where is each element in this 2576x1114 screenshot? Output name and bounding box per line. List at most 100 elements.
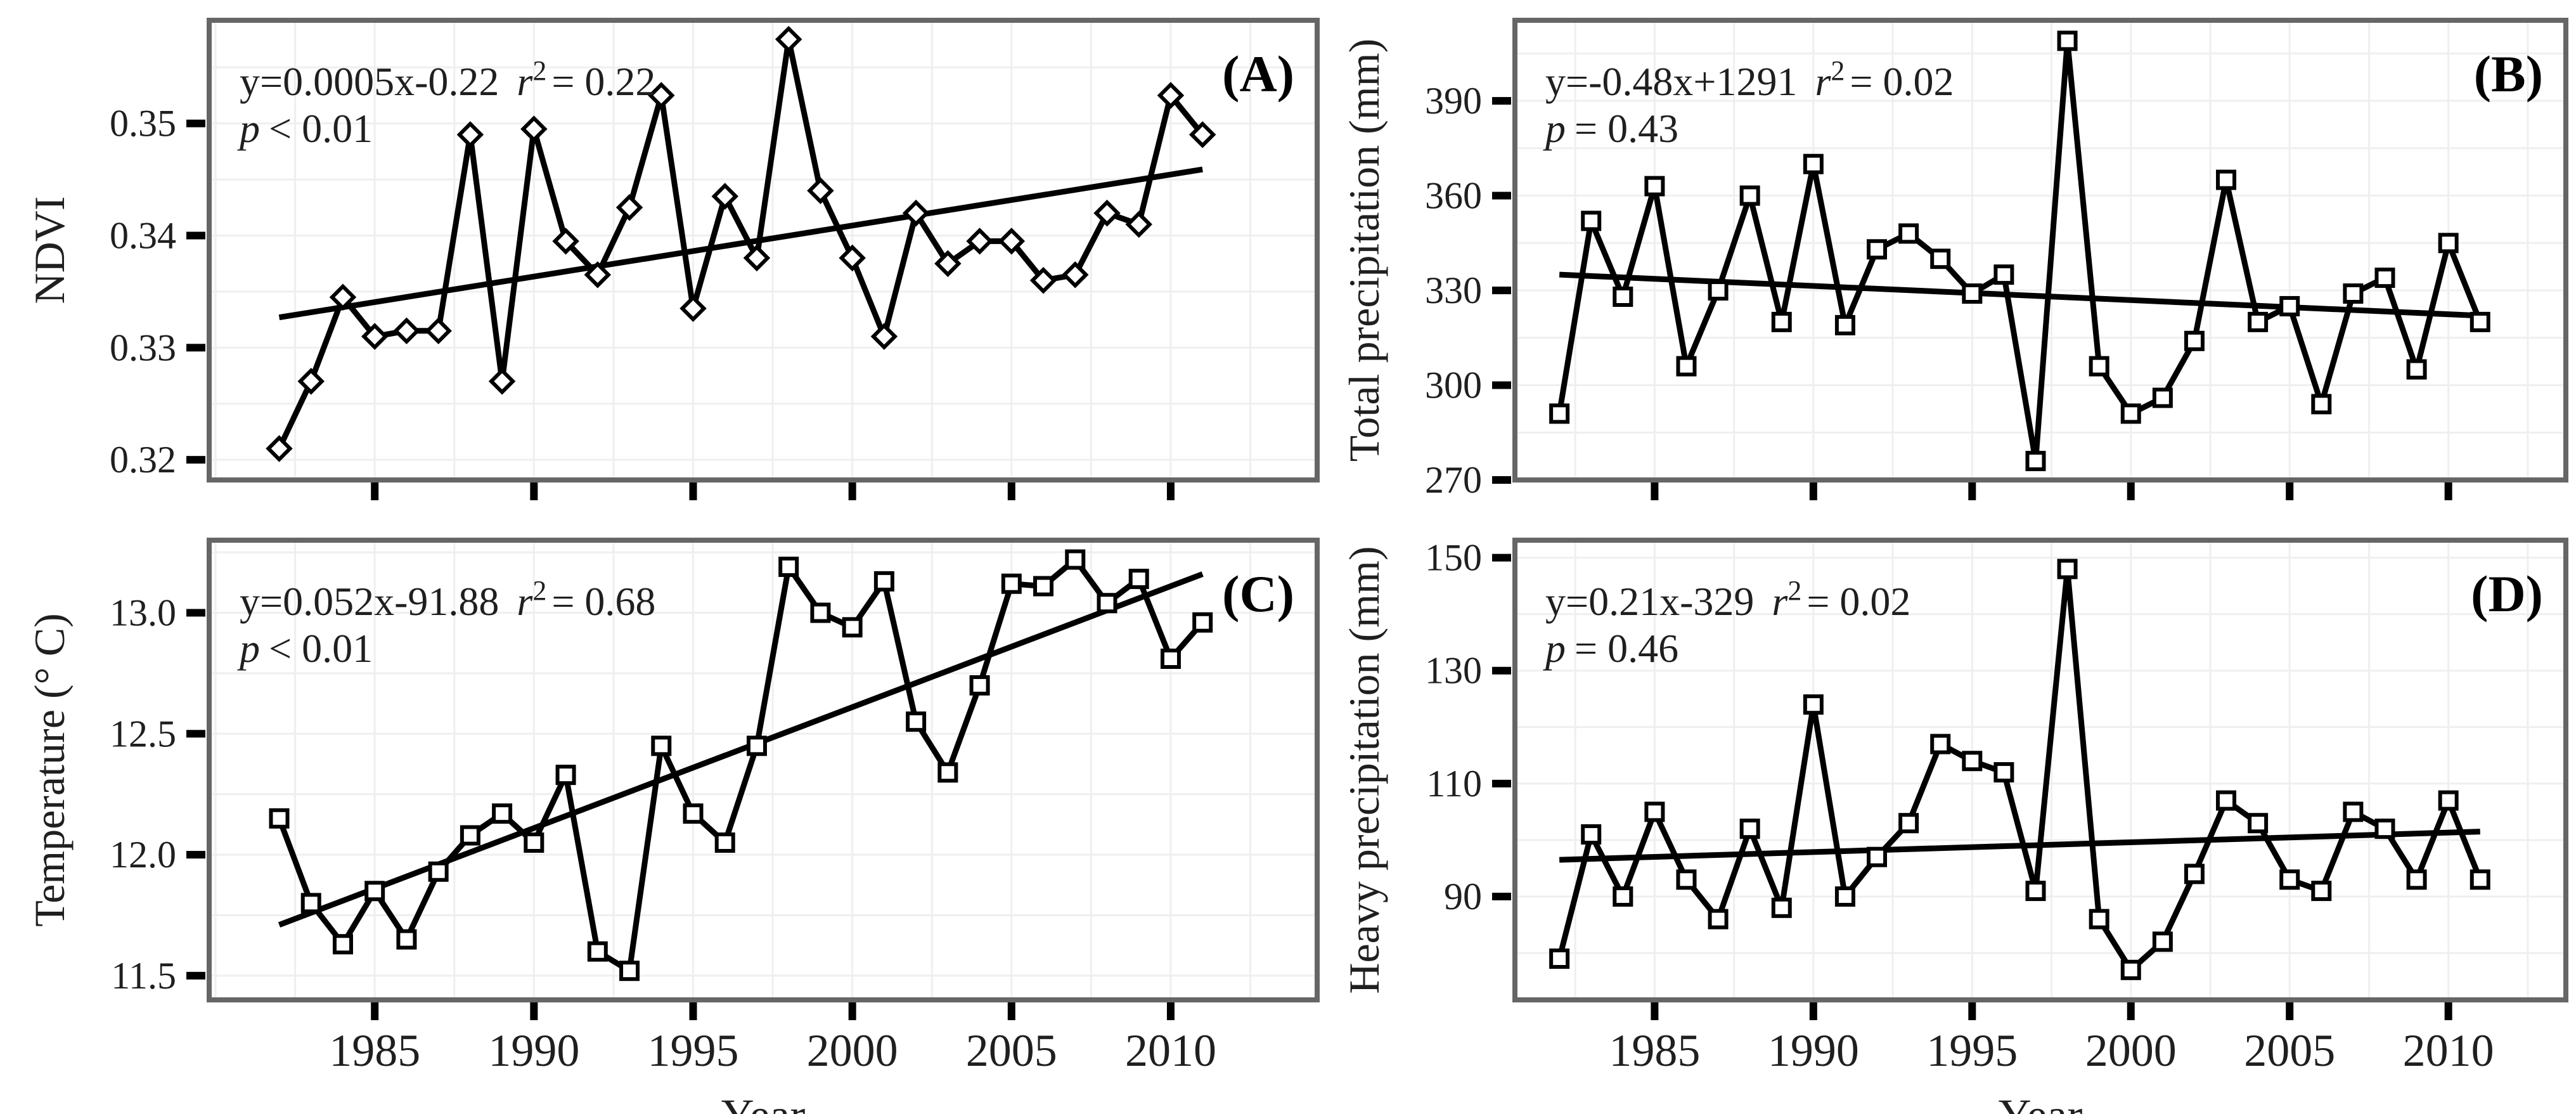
- y-tick-mark: [186, 730, 205, 738]
- x-tick-mark: [1166, 1002, 1175, 1020]
- x-tick-mark: [689, 1002, 697, 1020]
- equation-b: y=-0.48x+1291 r2 = 0.02: [1545, 55, 1954, 104]
- data-point-marker: [1581, 210, 1602, 231]
- y-tick-label: 13.0: [110, 592, 176, 633]
- data-point-marker: [428, 861, 449, 882]
- y-tick-label: 150: [1425, 537, 1482, 579]
- data-point-marker: [2248, 813, 2269, 834]
- data-point-marker: [2025, 451, 2046, 472]
- y-tick-label: 11.5: [111, 955, 176, 997]
- x-tick-mark: [848, 1002, 856, 1020]
- data-point-marker: [1930, 249, 1951, 269]
- x-tick-label: 1990: [488, 1025, 579, 1076]
- data-point-marker: [934, 250, 962, 277]
- x-ticks-d: [1651, 1002, 2452, 1020]
- y-tick-mark: [186, 119, 205, 127]
- data-point-marker: [1549, 948, 1570, 969]
- series-markers-b: [1549, 30, 2490, 472]
- data-point-marker: [2438, 233, 2459, 254]
- data-point-marker: [1128, 569, 1149, 590]
- data-point-marker: [555, 765, 576, 786]
- data-point-marker: [2120, 959, 2141, 980]
- corner-label-d: (D): [2471, 565, 2543, 623]
- y-ticks-d: 90 110 130 150: [1425, 537, 1511, 917]
- data-point-marker: [1033, 576, 1054, 597]
- y-tick-label: 360: [1425, 175, 1482, 217]
- y-tick-mark: [186, 344, 205, 352]
- data-point-marker: [1739, 819, 1760, 839]
- data-point-marker: [1188, 121, 1216, 148]
- data-point-marker: [524, 832, 544, 853]
- data-point-marker: [839, 244, 866, 272]
- data-point-marker: [300, 893, 321, 914]
- y-axis-title-d: Heavy precipitation (mm): [1340, 546, 1388, 994]
- p-value-a: p < 0.01: [237, 106, 373, 151]
- trend-line-d: [1559, 829, 2480, 863]
- data-point-marker: [648, 82, 675, 109]
- data-point-marker: [1739, 185, 1760, 206]
- data-point-marker: [1834, 886, 1855, 907]
- data-point-marker: [683, 803, 704, 824]
- y-tick-label: 270: [1425, 459, 1482, 501]
- x-tick-mark: [1651, 483, 1659, 500]
- y-tick-label: 110: [1426, 763, 1482, 805]
- y-tick-label: 300: [1425, 365, 1482, 406]
- data-point-marker: [651, 735, 672, 756]
- data-point-marker: [1097, 593, 1117, 614]
- data-point-marker: [2057, 30, 2078, 51]
- plot-frame-c: [207, 538, 1320, 1002]
- data-point-marker: [2279, 295, 2300, 316]
- y-tick-mark: [1492, 381, 1511, 389]
- data-point-marker: [1962, 751, 1983, 772]
- data-point-marker: [1029, 267, 1057, 294]
- y-tick-mark: [1492, 191, 1511, 200]
- x-tick-label: 2005: [2244, 1025, 2335, 1076]
- data-point-marker: [2311, 881, 2332, 902]
- equation-c: y=0.052x-91.88 r2 = 0.68: [240, 575, 655, 624]
- x-tick-mark: [1007, 483, 1015, 500]
- y-tick-mark: [1492, 779, 1511, 787]
- x-tick-label: 1995: [647, 1025, 738, 1076]
- data-point-marker: [1867, 239, 1888, 260]
- data-point-marker: [1803, 153, 1824, 174]
- data-point-marker: [1613, 886, 1633, 907]
- gridlines-c: [209, 540, 1317, 1000]
- panel-a: 0.32 0.33 0.34 0.35 NDVI y=0.0005x-0.22 r2 = 0.…: [25, 18, 1320, 500]
- x-tick-labels-c: 1985 1990 1995 2000 2005 2010: [329, 1025, 1216, 1076]
- data-point-marker: [746, 735, 767, 756]
- data-point-marker: [1062, 261, 1089, 288]
- y-tick-label: 0.34: [110, 215, 176, 257]
- data-point-marker: [810, 602, 831, 623]
- y-tick-mark: [1492, 554, 1511, 562]
- y-tick-mark: [186, 851, 205, 859]
- data-point-marker: [1708, 280, 1729, 301]
- data-point-marker: [1834, 314, 1855, 335]
- x-ticks-a: [371, 483, 1175, 500]
- data-point-marker: [775, 25, 802, 53]
- data-point-marker: [1930, 734, 1951, 755]
- x-tick-label: 2005: [966, 1025, 1057, 1076]
- data-point-marker: [584, 261, 612, 288]
- data-point-marker: [2438, 790, 2459, 811]
- data-point-marker: [361, 323, 389, 350]
- data-point-marker: [937, 762, 958, 783]
- corner-label-a: (A): [1222, 45, 1294, 103]
- data-point-marker: [842, 617, 863, 638]
- x-ticks-c: [371, 1002, 1175, 1020]
- x-tick-mark: [1651, 1002, 1659, 1020]
- data-point-marker: [456, 121, 484, 148]
- data-point-marker: [492, 803, 513, 824]
- plot-frame-d: [1512, 538, 2568, 1002]
- data-point-marker: [2279, 869, 2300, 890]
- y-tick-label: 130: [1425, 650, 1482, 692]
- data-point-marker: [1803, 694, 1824, 715]
- y-tick-label: 0.33: [110, 327, 176, 368]
- data-point-marker: [1771, 897, 1792, 918]
- data-point-marker: [2120, 403, 2141, 424]
- y-tick-mark: [186, 609, 205, 617]
- data-point-marker: [520, 115, 548, 143]
- data-point-marker: [870, 323, 898, 350]
- y-axis-title-c: Temperature (° C): [25, 613, 74, 926]
- panel-c: 11.5 12.0 12.5 13.0 1985 1990 1995 2000 2005 2010…: [25, 538, 1320, 1114]
- data-point-marker: [2152, 931, 2173, 952]
